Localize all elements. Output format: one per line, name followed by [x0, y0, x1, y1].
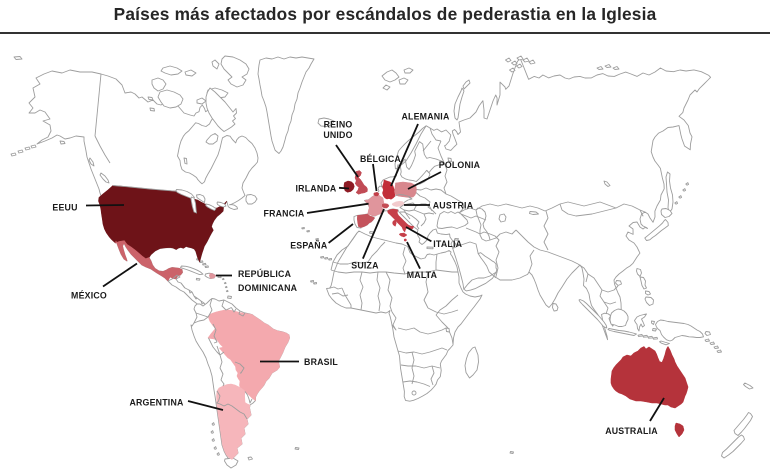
svg-text:AUSTRIA: AUSTRIA	[433, 200, 474, 210]
svg-text:IRLANDA: IRLANDA	[296, 183, 337, 193]
svg-text:FRANCIA: FRANCIA	[264, 209, 305, 219]
svg-text:MÉXICO: MÉXICO	[71, 290, 107, 300]
svg-text:DOMINICANA: DOMINICANA	[238, 283, 298, 293]
svg-text:ARGENTINA: ARGENTINA	[129, 397, 184, 407]
svg-text:SUIZA: SUIZA	[351, 261, 379, 271]
svg-text:POLONIA: POLONIA	[439, 160, 481, 170]
svg-text:REINO: REINO	[324, 119, 353, 129]
svg-text:AUSTRALIA: AUSTRALIA	[605, 426, 658, 436]
svg-text:ESPAÑA: ESPAÑA	[290, 241, 328, 251]
svg-text:ITALIA: ITALIA	[433, 239, 462, 249]
svg-text:BRASIL: BRASIL	[304, 357, 338, 367]
svg-text:BÉLGICA: BÉLGICA	[360, 154, 401, 164]
svg-text:REPÚBLICA: REPÚBLICA	[238, 268, 292, 279]
svg-text:UNIDO: UNIDO	[323, 130, 352, 140]
svg-text:MALTA: MALTA	[407, 270, 438, 280]
svg-text:ALEMANIA: ALEMANIA	[401, 112, 449, 122]
svg-text:EEUU: EEUU	[52, 203, 77, 213]
